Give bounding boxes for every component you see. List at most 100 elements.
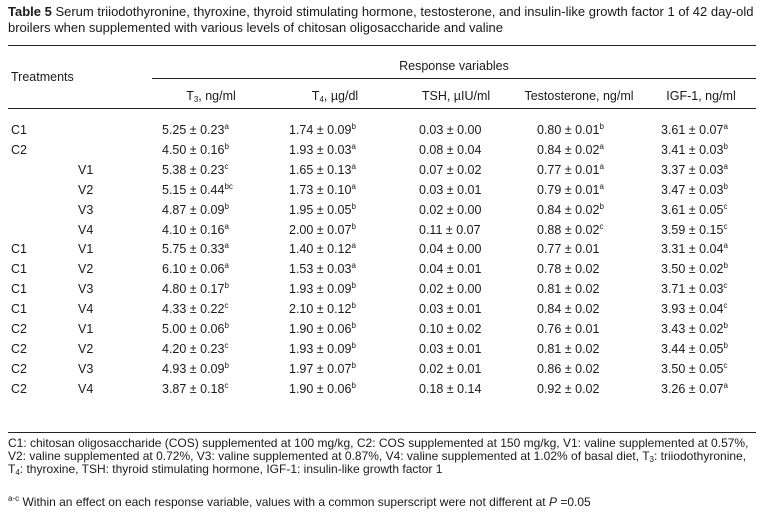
t4-cell: 1.93 ± 0.03a <box>289 141 356 157</box>
cell-superscript: b <box>351 340 356 350</box>
cell-value: 3.87 ± 0.18 <box>162 381 225 396</box>
t4-cell: 1.93 ± 0.09b <box>289 282 356 297</box>
cell-superscript: c <box>723 301 728 311</box>
cell-value: 4.87 ± 0.09 <box>162 202 225 217</box>
t3-cell: 3.87 ± 0.18c <box>162 381 228 396</box>
t3-cell: 5.38 ± 0.23c <box>162 162 228 177</box>
cell-value: 3.43 ± 0.02 <box>661 322 724 336</box>
cell-superscript: c <box>224 301 229 311</box>
cos-cell: C1 <box>11 302 27 317</box>
cell-value: 0.07 ± 0.02 <box>419 162 482 177</box>
cell-value: 1.90 ± 0.06 <box>289 381 352 396</box>
cell-superscript: c <box>723 201 728 211</box>
testosterone-cell: 0.77 ± 0.01a <box>537 162 604 177</box>
t3-cell: 4.33 ± 0.22c <box>162 301 229 317</box>
t3-cell: 4.10 ± 0.16a <box>162 222 229 237</box>
cell-value: 0.92 ± 0.02 <box>537 381 600 396</box>
caption-text: Serum triiodothyronine, thyroxine, thyro… <box>8 4 754 35</box>
cell-value: 3.71 ± 0.03 <box>661 282 724 297</box>
response-variables-underline <box>152 78 756 79</box>
testosterone-cell: 0.86 ± 0.02 <box>537 362 599 376</box>
testosterone-cell: 0.81 ± 0.02 <box>537 282 599 296</box>
cell-superscript: b <box>723 321 728 330</box>
t4-cell: 1.53 ± 0.03a <box>289 262 356 277</box>
t3-cell: 4.50 ± 0.16b <box>162 141 229 157</box>
igf-cell: 3.61 ± 0.05c <box>661 201 728 217</box>
cell-value: 1.90 ± 0.06 <box>289 322 352 336</box>
cell-superscript: a <box>599 181 604 191</box>
cell-value: 3.31 ± 0.04 <box>661 242 724 257</box>
cos-cell: C1 <box>11 242 27 257</box>
t3-cell: 5.25 ± 0.23a <box>162 122 229 138</box>
igf-cell: 3.31 ± 0.04a <box>661 241 728 257</box>
t4-cell: 1.97 ± 0.07b <box>289 360 356 376</box>
cell-value: 0.04 ± 0.01 <box>419 262 482 277</box>
cell-superscript: b <box>351 380 356 390</box>
cell-superscript: a <box>351 141 356 151</box>
t4-cell: 1.90 ± 0.06b <box>289 380 356 396</box>
cell-value: 0.84 ± 0.02 <box>537 302 600 317</box>
cell-superscript: a <box>351 181 356 191</box>
tsh-cell: 0.03 ± 0.00 <box>419 123 481 137</box>
testosterone-header: Testosterone, ng/ml <box>524 89 634 103</box>
cell-superscript: a <box>351 161 356 171</box>
tsh-cell: 0.03 ± 0.01 <box>419 342 481 356</box>
cell-value: 0.10 ± 0.02 <box>419 322 482 336</box>
cell-value: 0.04 ± 0.00 <box>419 242 482 257</box>
cell-value: 5.75 ± 0.33 <box>162 242 225 257</box>
igf-cell: 3.41 ± 0.03b <box>661 142 728 157</box>
cell-superscript: b <box>351 360 356 370</box>
valine-cell: V3 <box>78 282 94 297</box>
cell-value: 0.02 ± 0.00 <box>419 282 482 297</box>
cell-value: 1.40 ± 0.12 <box>289 242 352 257</box>
cell-value: 3.50 ± 0.05 <box>661 361 724 376</box>
tsh-cell: 0.04 ± 0.01 <box>419 262 481 276</box>
cell-value: 3.59 ± 0.15 <box>661 222 724 237</box>
igf-cell: 3.50 ± 0.02b <box>661 261 728 277</box>
valine-cell: V2 <box>78 182 94 197</box>
valine-cell: V1 <box>78 242 94 257</box>
cell-value: 3.61 ± 0.05 <box>661 202 724 217</box>
cell-value: 4.20 ± 0.23 <box>162 341 225 356</box>
treatments-header: Treatments <box>11 70 74 84</box>
cell-superscript: b <box>599 122 604 131</box>
t4-cell: 1.74 ± 0.09b <box>289 123 356 138</box>
cell-superscript: b <box>723 261 728 271</box>
igf-cell: 3.50 ± 0.05c <box>661 361 727 376</box>
cell-value: 5.15 ± 0.44 <box>162 182 225 197</box>
cell-value: 3.50 ± 0.02 <box>661 262 724 277</box>
igf-cell: 3.59 ± 0.15c <box>661 221 728 237</box>
cell-superscript: a <box>224 261 229 271</box>
cell-value: 2.00 ± 0.07 <box>289 222 352 237</box>
t3-cell: 5.15 ± 0.44bc <box>162 181 233 197</box>
cos-cell: C2 <box>11 142 27 157</box>
valine-cell: V2 <box>78 262 94 277</box>
cell-value: 0.86 ± 0.02 <box>537 361 600 376</box>
cell-value: 0.03 ± 0.01 <box>419 182 482 197</box>
valine-cell: V2 <box>78 341 94 356</box>
testosterone-cell: 0.81 ± 0.02 <box>537 342 599 356</box>
cell-superscript: c <box>723 221 728 231</box>
testosterone-cell: 0.84 ± 0.02b <box>537 202 604 217</box>
t4-cell: 1.93 ± 0.09b <box>289 340 356 356</box>
cell-value: 3.93 ± 0.04 <box>661 302 724 317</box>
testosterone-cell: 0.84 ± 0.02a <box>537 142 604 157</box>
cell-superscript: c <box>599 221 604 231</box>
igf-cell: 3.47 ± 0.03b <box>661 182 728 197</box>
cell-superscript: b <box>224 141 229 151</box>
cell-superscript: b <box>224 201 229 211</box>
cell-value: 3.44 ± 0.05 <box>661 341 724 356</box>
footnote-significance: a-c Within an effect on each response va… <box>8 494 591 509</box>
cell-value: 0.03 ± 0.01 <box>419 302 482 317</box>
cell-superscript: b <box>224 360 229 370</box>
tsh-cell: 0.11 ± 0.07 <box>419 223 481 237</box>
cell-superscript: a <box>723 241 728 251</box>
t3-cell: 6.10 ± 0.06a <box>162 261 229 277</box>
cell-value: 0.88 ± 0.02 <box>537 222 600 237</box>
t4-cell: 1.95 ± 0.05b <box>289 202 356 217</box>
testosterone-cell: 0.79 ± 0.01a <box>537 181 604 197</box>
cell-superscript: a <box>224 122 229 131</box>
igf-cell: 3.44 ± 0.05b <box>661 341 728 356</box>
cell-superscript: bc <box>224 181 233 191</box>
cell-value: 5.00 ± 0.06 <box>162 322 225 336</box>
